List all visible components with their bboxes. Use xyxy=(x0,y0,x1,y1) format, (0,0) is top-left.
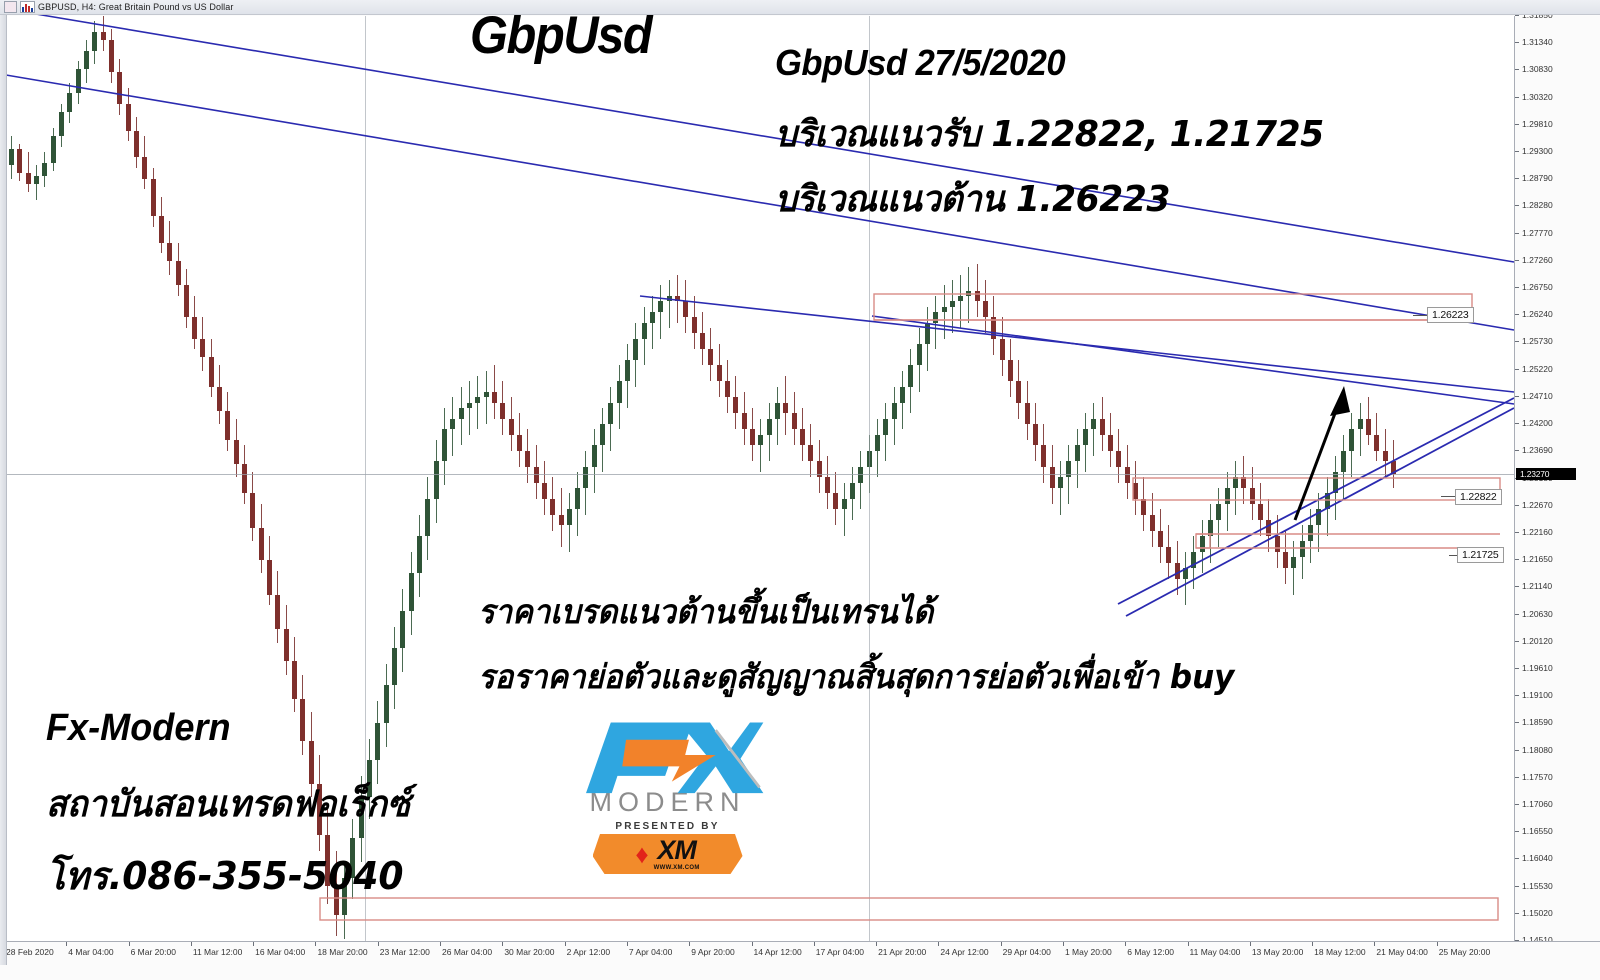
current-price-badge: 1.23270 xyxy=(1516,467,1576,480)
left-rail xyxy=(0,15,7,965)
time-gridline xyxy=(869,16,870,941)
price-tag-support-1[interactable]: 1.22822 xyxy=(1441,488,1502,505)
price-tick: 1.20120 xyxy=(1515,636,1600,648)
fx-modern-logo: MODERN PRESENTED BY ♦ XM WWW.XM.COM xyxy=(560,707,775,875)
price-tick: 1.24710 xyxy=(1515,391,1600,403)
price-tick: 1.17570 xyxy=(1515,772,1600,784)
window-icon xyxy=(4,1,17,13)
logo-fx-mark xyxy=(569,713,767,795)
price-tick: 1.18080 xyxy=(1515,745,1600,757)
window-title: GBPUSD, H4: Great Britain Pound vs US Do… xyxy=(38,2,234,12)
xm-url-text: WWW.XM.COM xyxy=(653,865,700,871)
price-tick: 1.25220 xyxy=(1515,364,1600,376)
price-tag-value: 1.22822 xyxy=(1455,488,1502,505)
price-tag-resistance[interactable]: 1.26223 xyxy=(1413,307,1474,324)
price-tick: 1.29810 xyxy=(1515,119,1600,131)
price-tick: 1.19100 xyxy=(1515,690,1600,702)
price-tick: 1.20630 xyxy=(1515,609,1600,621)
price-tick: 1.21650 xyxy=(1515,554,1600,566)
price-tick: 1.27260 xyxy=(1515,255,1600,267)
time-gridline xyxy=(365,16,366,941)
logo-fx-icon xyxy=(585,722,763,794)
price-tick: 1.19610 xyxy=(1515,663,1600,675)
price-tick: 1.30830 xyxy=(1515,64,1600,76)
price-tick: 1.14510 xyxy=(1515,935,1600,947)
brand-tagline: สถาบันสอนเทรดฟอเร็กซ์ xyxy=(46,784,411,825)
price-tick: 1.27770 xyxy=(1515,228,1600,240)
logo-presented-by: PRESENTED BY xyxy=(615,821,720,832)
xm-logo-text: XM xyxy=(657,835,696,865)
logo-modern-text: MODERN xyxy=(589,787,746,817)
price-tick: 1.15530 xyxy=(1515,881,1600,893)
price-tick: 1.22160 xyxy=(1515,527,1600,539)
price-tick: 1.31340 xyxy=(1515,37,1600,49)
price-tick: 1.23690 xyxy=(1515,445,1600,457)
headline-date: GbpUsd 27/5/2020 xyxy=(775,42,1066,83)
price-tick: 1.25730 xyxy=(1515,336,1600,348)
price-tick: 1.26240 xyxy=(1515,309,1600,321)
price-tick: 1.26750 xyxy=(1515,282,1600,294)
window-title-bar: GBPUSD, H4: Great Britain Pound vs US Do… xyxy=(0,0,1600,15)
price-gridline xyxy=(7,473,1514,475)
headline-resistance: บริเวณแนวต้าน 1.26223 xyxy=(775,179,1170,220)
tag-leader-line xyxy=(1449,554,1457,556)
tag-leader-line xyxy=(1413,314,1427,316)
price-tick: 1.24200 xyxy=(1515,418,1600,430)
xm-bull-icon: ♦ xyxy=(635,839,649,869)
price-axis[interactable]: 1.31850 1.31340 1.30830 1.30320 1.29810 1.293… xyxy=(1514,10,1600,945)
price-tick: 1.30320 xyxy=(1515,92,1600,104)
price-tick: 1.28790 xyxy=(1515,173,1600,185)
chart-icon xyxy=(20,1,35,13)
xm-badge: ♦ XM WWW.XM.COM xyxy=(592,834,743,874)
time-axis[interactable]: 28 Feb 2020 4 Mar 04:00 6 Mar 20:00 11 Mar … xyxy=(0,941,1600,980)
note-line-2: รอราคาย่อตัวและดูสัญญาณสิ้นสุดการย่อตัวเ… xyxy=(478,657,1235,696)
price-tick: 1.16040 xyxy=(1515,853,1600,865)
price-tick: 1.22670 xyxy=(1515,500,1600,512)
price-tag-value: 1.21725 xyxy=(1457,547,1504,564)
note-line-1: ราคาเบรดแนวต้านขึ้นเป็นเทรนได้ xyxy=(478,592,934,631)
price-tick: 1.16550 xyxy=(1515,826,1600,838)
headline-support: บริเวณแนวรับ 1.22822, 1.21725 xyxy=(775,114,1324,155)
price-tick: 1.21140 xyxy=(1515,581,1600,593)
price-tick: 1.29300 xyxy=(1515,146,1600,158)
brand-phone: โทร.086-355-5040 xyxy=(46,854,404,898)
brand-name: Fx-Modern xyxy=(46,707,231,749)
price-tick: 1.15020 xyxy=(1515,908,1600,920)
price-tag-support-2[interactable]: 1.21725 xyxy=(1449,547,1504,564)
tag-leader-line xyxy=(1441,496,1455,498)
price-tick: 1.28280 xyxy=(1515,200,1600,212)
price-tick: 1.17060 xyxy=(1515,799,1600,811)
price-tick: 1.31850 xyxy=(1515,10,1600,22)
price-tick: 1.18590 xyxy=(1515,717,1600,729)
price-tag-value: 1.26223 xyxy=(1427,307,1474,324)
